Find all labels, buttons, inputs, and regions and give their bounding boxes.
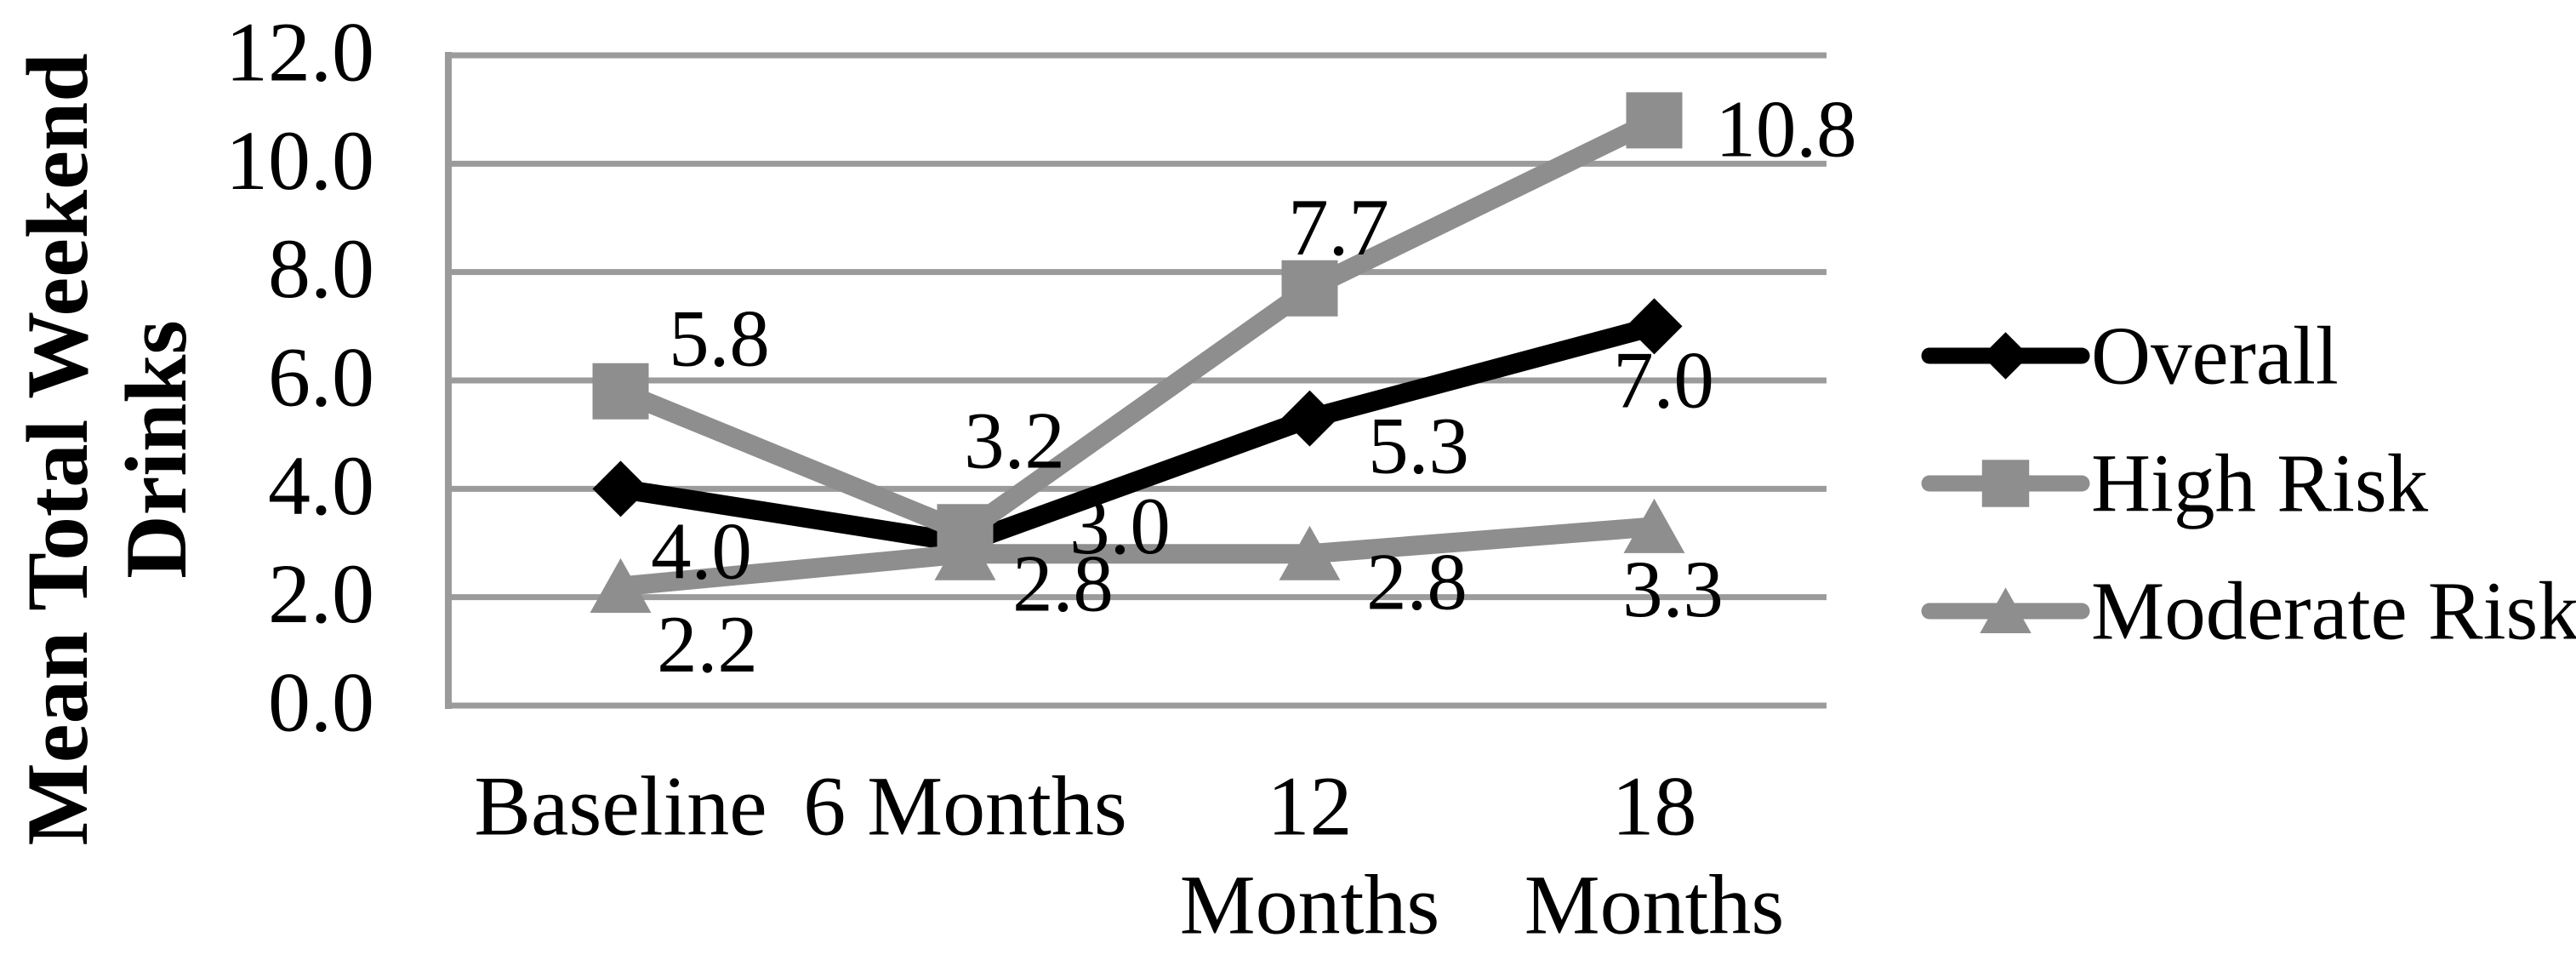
x-tick-label: 18: [1612, 759, 1697, 854]
legend-item-moderate-risk: Moderate Risk: [1921, 566, 2576, 657]
y-axis-title-line2: Drinks: [108, 320, 205, 578]
triangle-marker: [590, 557, 652, 613]
series-line: [619, 517, 1656, 597]
diamond-marker: [592, 460, 649, 517]
x-tick-label: Baseline: [474, 759, 767, 854]
y-tick-label: 10.0: [225, 113, 374, 208]
series-line: [617, 111, 1659, 542]
x-tick-label: 6 Months: [803, 759, 1127, 854]
legend-label: High Risk: [2091, 438, 2429, 529]
y-tick-label: 4.0: [268, 438, 374, 533]
x-tick-label: 12: [1268, 759, 1353, 854]
series-line: [618, 317, 1657, 553]
data-label: 7.0: [1613, 334, 1714, 425]
series-moderate-risk: [590, 498, 1685, 613]
data-label: 7.7: [1288, 182, 1389, 272]
y-tick-label: 0.0: [268, 655, 374, 750]
y-axis-title: Mean Total Weekend Drinks: [9, 54, 205, 846]
diamond-marker: [1626, 298, 1683, 355]
legend-triangle-marker: [1980, 587, 2032, 634]
legend-label: Moderate Risk: [2091, 566, 2576, 657]
triangle-marker: [1623, 498, 1685, 553]
series-lines-and-markers: [590, 92, 1685, 613]
data-label: 10.8: [1715, 83, 1856, 174]
data-label: 3.2: [964, 395, 1065, 485]
triangle-marker: [934, 525, 996, 580]
data-label: 2.8: [1366, 537, 1468, 627]
square-marker: [592, 363, 649, 420]
data-label: 4.0: [651, 506, 752, 596]
y-tick-label: 6.0: [268, 330, 374, 425]
data-label: 3.3: [1622, 544, 1724, 634]
legend: Overall High Risk Moderate Risk: [1921, 311, 2576, 657]
legend-item-high-risk: High Risk: [1921, 438, 2429, 529]
legend-diamond-marker: [1981, 332, 2030, 380]
legend-square-marker: [1981, 460, 2030, 507]
triangle-marker: [1279, 525, 1341, 580]
data-label: 5.3: [1368, 401, 1469, 491]
data-label: 3.0: [1069, 481, 1171, 571]
x-tick-label: Months: [1180, 858, 1440, 952]
diamond-marker: [1281, 390, 1338, 447]
y-tick-labels: 12.0 10.0 8.0 6.0 4.0 2.0 0.0: [225, 5, 374, 750]
square-marker: [1626, 92, 1683, 149]
data-label: 2.2: [657, 599, 758, 689]
data-label: 5.8: [669, 294, 770, 384]
data-label: 2.8: [1012, 539, 1114, 629]
y-tick-label: 12.0: [225, 5, 374, 100]
series-high-risk: [592, 92, 1683, 561]
y-tick-label: 2.0: [268, 546, 374, 641]
legend-item-overall: Overall: [1921, 311, 2339, 402]
square-marker: [1281, 260, 1338, 317]
legend-label: Overall: [2091, 311, 2339, 402]
y-axis-title-line1: Mean Total Weekend: [9, 54, 106, 846]
x-tick-label: Months: [1525, 858, 1785, 952]
data-point-labels: 4.0 3.0 5.3 7.0 5.8 3.2 7.7 10.8 2.2 2.8 2.8 3.3: [651, 83, 1857, 689]
y-tick-label: 8.0: [268, 221, 374, 316]
